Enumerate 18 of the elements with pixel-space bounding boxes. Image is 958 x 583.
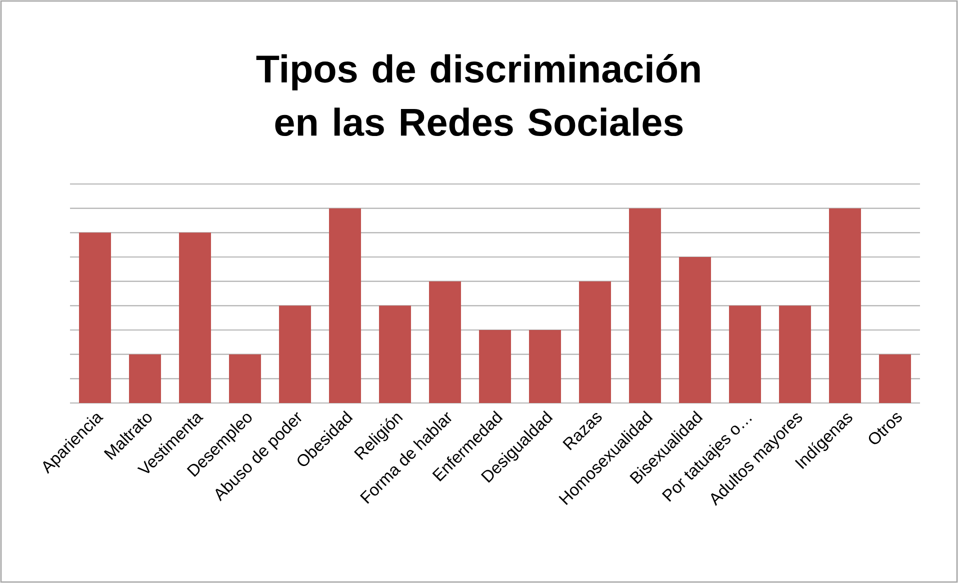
bar [529,330,562,403]
bar [579,281,612,403]
bar [729,306,762,403]
bar [329,208,362,403]
bar [779,306,812,403]
bar [479,330,512,403]
bar [279,306,312,403]
bar [629,208,661,403]
bar [679,257,712,403]
bar [79,232,112,403]
bar [879,354,912,403]
bar [179,232,211,403]
bar [429,281,461,403]
bar [129,354,161,403]
bar [829,208,861,403]
bar [379,306,411,403]
bar [229,354,261,403]
chart-title: Tipos de discriminación en las Redes Sociales [256,54,700,136]
